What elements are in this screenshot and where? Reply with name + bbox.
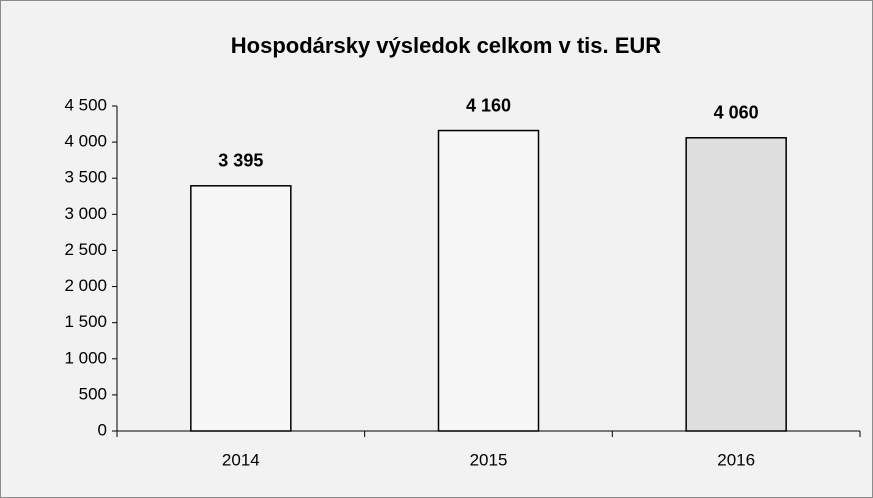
y-tick-label: 2 500 <box>64 240 107 259</box>
bar <box>685 137 787 432</box>
y-tick-label: 3 500 <box>64 168 107 187</box>
y-tick-label: 3 000 <box>64 204 107 223</box>
x-tick-label: 2014 <box>222 450 260 469</box>
y-tick-label: 4 500 <box>64 95 107 114</box>
chart-title: Hospodársky výsledok celkom v tis. EUR <box>231 33 662 58</box>
bar <box>190 185 292 432</box>
y-tick-label: 1 000 <box>64 348 107 367</box>
x-tick-label: 2015 <box>470 450 508 469</box>
value-label: 4 060 <box>714 103 759 123</box>
y-tick-label: 0 <box>98 420 107 439</box>
y-tick-label: 2 000 <box>64 276 107 295</box>
y-tick-label: 500 <box>79 384 107 403</box>
value-label: 3 395 <box>218 151 263 171</box>
y-tick-label: 1 500 <box>64 312 107 331</box>
bar <box>437 129 540 432</box>
value-label: 4 160 <box>466 95 511 115</box>
y-tick-label: 4 000 <box>64 132 107 151</box>
x-tick-label: 2016 <box>717 450 755 469</box>
